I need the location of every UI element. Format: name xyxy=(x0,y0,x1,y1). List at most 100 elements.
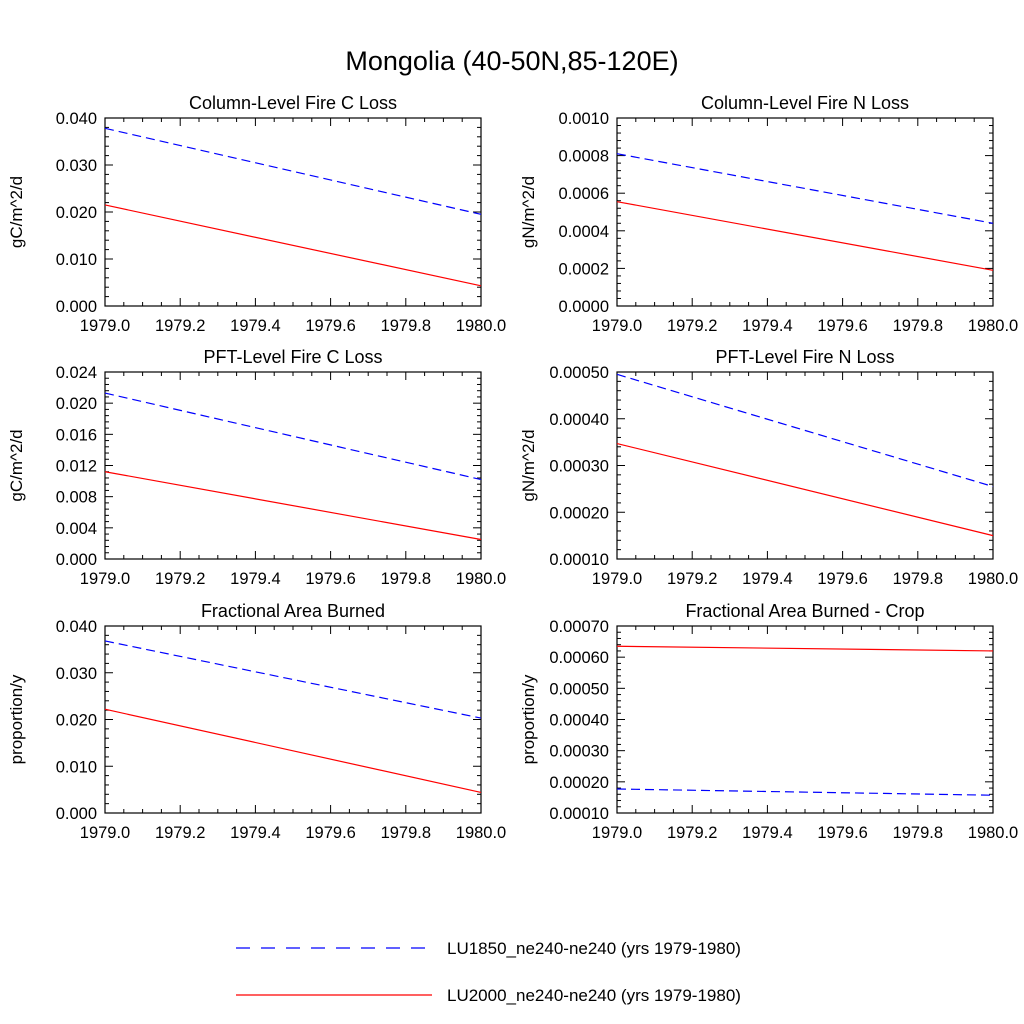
y-tick-label: 0.020 xyxy=(56,204,97,222)
legend-label: LU1850_ne240-ne240 (yrs 1979-1980) xyxy=(447,939,741,958)
figure-title: Mongolia (40-50N,85-120E) xyxy=(345,46,678,76)
x-tick-label: 1979.4 xyxy=(230,570,280,588)
series-line-lu2000 xyxy=(616,201,994,271)
x-tick-label: 1979.6 xyxy=(305,317,355,335)
x-tick-label: 1979.2 xyxy=(667,824,717,842)
y-tick-label: 0.004 xyxy=(56,520,97,538)
x-tick-label: 1979.6 xyxy=(305,824,355,842)
panel-title: Fractional Area Burned xyxy=(201,601,385,621)
x-tick-label: 1979.2 xyxy=(155,824,205,842)
chart-panel: Column-Level Fire C Loss gC/m^2/d 1979.0 19… xyxy=(7,93,506,335)
y-tick-label: 0.030 xyxy=(56,665,97,683)
x-tick-label: 1979.6 xyxy=(817,317,867,335)
x-tick-label: 1979.4 xyxy=(742,824,792,842)
y-tick-label: 0.00070 xyxy=(549,618,609,636)
y-tick-label: 0.040 xyxy=(56,618,97,636)
x-tick-label: 1979.0 xyxy=(592,317,642,335)
y-axis-label: gN/m^2/d xyxy=(519,176,538,248)
panel-title: Column-Level Fire C Loss xyxy=(189,93,397,113)
y-tick-label: 0.0000 xyxy=(559,298,609,316)
chart-panel: Column-Level Fire N Loss gN/m^2/d 1979.0 19… xyxy=(519,93,1018,335)
x-tick-label: 1979.4 xyxy=(230,317,280,335)
x-tick-label: 1979.2 xyxy=(667,570,717,588)
y-tick-label: 0.030 xyxy=(56,157,97,175)
x-tick-label: 1980.0 xyxy=(456,570,506,588)
x-tick-label: 1979.8 xyxy=(893,317,943,335)
y-tick-label: 0.000 xyxy=(56,551,97,569)
plot-frame xyxy=(104,625,482,814)
series-line-lu2000 xyxy=(104,204,482,287)
y-tick-label: 0.040 xyxy=(56,110,97,128)
legend: LU1850_ne240-ne240 (yrs 1979-1980) LU2000… xyxy=(236,939,741,1005)
x-tick-label: 1979.6 xyxy=(817,824,867,842)
x-tick-label: 1979.8 xyxy=(893,570,943,588)
y-tick-label: 0.008 xyxy=(56,489,97,507)
x-tick-label: 1979.8 xyxy=(381,824,431,842)
y-tick-label: 0.0002 xyxy=(559,260,609,278)
panel-title: PFT-Level Fire C Loss xyxy=(203,347,382,367)
x-tick-label: 1980.0 xyxy=(456,824,506,842)
x-tick-label: 1980.0 xyxy=(968,570,1018,588)
x-tick-label: 1979.2 xyxy=(155,570,205,588)
y-tick-label: 0.010 xyxy=(56,758,97,776)
y-tick-label: 0.010 xyxy=(56,251,97,269)
series-line-lu2000 xyxy=(104,471,482,541)
y-axis-label: gN/m^2/d xyxy=(519,429,538,501)
y-tick-label: 0.00020 xyxy=(549,504,609,522)
y-tick-label: 0.00050 xyxy=(549,364,609,382)
x-tick-label: 1979.0 xyxy=(80,824,130,842)
x-tick-label: 1979.4 xyxy=(742,317,792,335)
panel-title: Fractional Area Burned - Crop xyxy=(685,601,924,621)
chart-panel: Fractional Area Burned proportion/y 1979.0… xyxy=(7,601,506,842)
x-tick-label: 1979.4 xyxy=(742,570,792,588)
plot-frame xyxy=(616,371,994,560)
y-tick-label: 0.020 xyxy=(56,712,97,730)
x-tick-label: 1979.8 xyxy=(381,317,431,335)
series-line-lu2000 xyxy=(616,442,994,537)
y-tick-label: 0.020 xyxy=(56,395,97,413)
x-tick-label: 1980.0 xyxy=(456,317,506,335)
series-line-lu1850 xyxy=(104,392,482,481)
y-tick-label: 0.0010 xyxy=(559,110,609,128)
panel-grid: Column-Level Fire C Loss gC/m^2/d 1979.0 19… xyxy=(7,93,1018,842)
x-tick-label: 1979.0 xyxy=(80,317,130,335)
y-axis-label: proportion/y xyxy=(7,674,26,764)
y-tick-label: 0.00040 xyxy=(549,712,609,730)
series-line-lu1850 xyxy=(104,127,482,215)
x-tick-label: 1979.6 xyxy=(817,570,867,588)
y-tick-label: 0.012 xyxy=(56,458,97,476)
chart-panel: PFT-Level Fire C Loss gC/m^2/d 1979.0 1979.… xyxy=(7,347,506,588)
y-tick-label: 0.016 xyxy=(56,426,97,444)
x-tick-label: 1979.2 xyxy=(155,317,205,335)
x-tick-label: 1979.0 xyxy=(592,824,642,842)
x-tick-label: 1979.0 xyxy=(592,570,642,588)
y-tick-label: 0.00050 xyxy=(549,680,609,698)
chart-panel: Fractional Area Burned - Crop proportion/… xyxy=(519,601,1018,842)
x-tick-label: 1979.8 xyxy=(381,570,431,588)
y-tick-label: 0.00010 xyxy=(549,551,609,569)
series-line-lu1850 xyxy=(616,373,994,488)
x-tick-label: 1979.8 xyxy=(893,824,943,842)
series-line-lu1850 xyxy=(104,640,482,719)
x-tick-label: 1980.0 xyxy=(968,317,1018,335)
plot-frame xyxy=(104,371,482,560)
y-tick-label: 0.00030 xyxy=(549,743,609,761)
panel-title: Column-Level Fire N Loss xyxy=(701,93,909,113)
y-tick-label: 0.00040 xyxy=(549,411,609,429)
y-tick-label: 0.0006 xyxy=(559,185,609,203)
series-line-lu1850 xyxy=(616,788,994,796)
y-tick-label: 0.00060 xyxy=(549,649,609,667)
panel-title: PFT-Level Fire N Loss xyxy=(715,347,894,367)
y-tick-label: 0.000 xyxy=(56,298,97,316)
legend-label: LU2000_ne240-ne240 (yrs 1979-1980) xyxy=(447,986,741,1005)
y-axis-label: proportion/y xyxy=(519,674,538,764)
y-tick-label: 0.00030 xyxy=(549,458,609,476)
series-line-lu2000 xyxy=(616,645,994,652)
y-axis-label: gC/m^2/d xyxy=(7,176,26,248)
plot-frame xyxy=(104,117,482,307)
x-tick-label: 1980.0 xyxy=(968,824,1018,842)
y-tick-label: 0.00010 xyxy=(549,805,609,823)
y-tick-label: 0.024 xyxy=(56,364,97,382)
x-tick-label: 1979.4 xyxy=(230,824,280,842)
